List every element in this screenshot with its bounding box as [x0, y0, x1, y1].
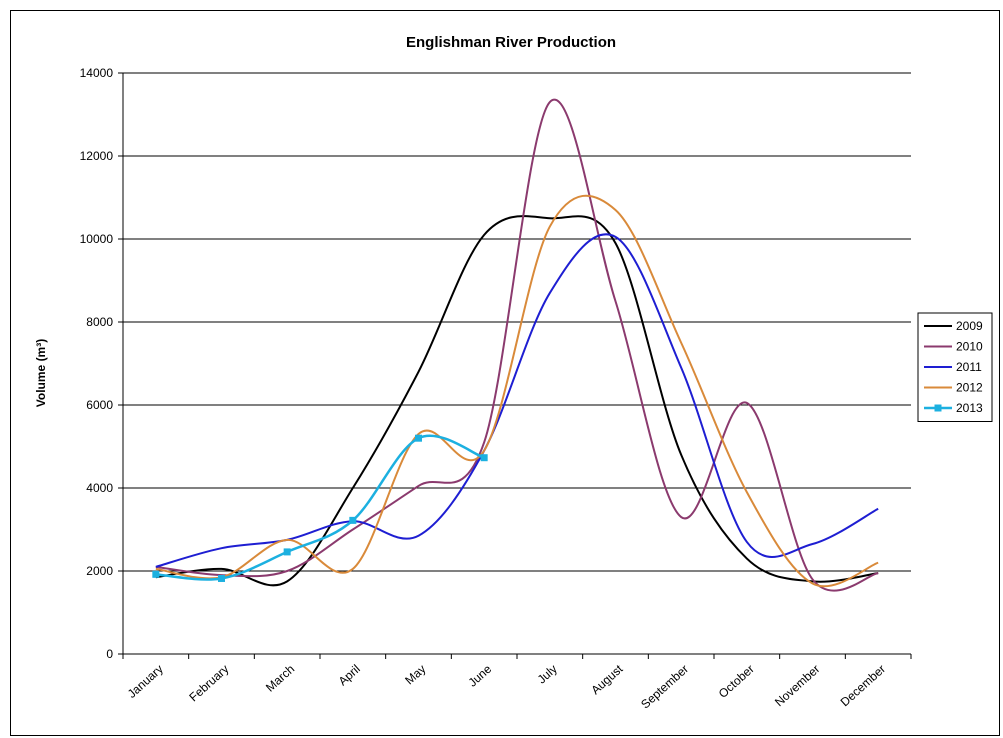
legend: 2009 2010 2011 2012 2013 [917, 312, 993, 422]
y-tick-label-10000: 10000 [80, 232, 114, 246]
series-marker-2013-4 [415, 434, 422, 442]
x-tick-label-march: March [263, 662, 297, 695]
x-axis: January February March April May June July Augu… [122, 653, 912, 712]
y-axis-label: Volume (m³) [34, 339, 48, 407]
x-tick-label-august: August [588, 661, 626, 697]
series-line-2011 [155, 233, 879, 568]
chart-frame: Englishman River Production 0 2000 4000 600… [10, 10, 1000, 736]
y-tick-label-4000: 4000 [86, 481, 113, 495]
x-tick-label-january: January [125, 662, 166, 701]
legend-label-2013: 2013 [956, 401, 983, 415]
x-tick-label-july: July [535, 662, 560, 687]
legend-label-2011: 2011 [956, 360, 982, 374]
x-tick-label-may: May [402, 662, 428, 688]
x-tick-label-february: February [186, 662, 231, 705]
y-tick-label-8000: 8000 [86, 315, 113, 329]
legend-label-2009: 2009 [956, 319, 983, 333]
y-tick-label-0: 0 [106, 647, 113, 661]
y-tick-label-2000: 2000 [86, 564, 113, 578]
series-marker-2013-5 [480, 454, 488, 462]
y-axis: 0 2000 4000 6000 8000 10000 12000 14000 [80, 66, 124, 661]
series-lines [152, 98, 879, 592]
x-tick-label-december: December [838, 662, 889, 709]
x-tick-label-april: April [336, 662, 363, 688]
series-marker-2013-3 [349, 516, 357, 524]
y-tick-label-14000: 14000 [80, 66, 114, 80]
series-line-2009 [155, 215, 879, 587]
x-tick-label-november: November [772, 662, 823, 709]
series-marker-2013-1 [218, 574, 225, 582]
series-marker-2013-0 [152, 570, 160, 578]
legend-label-2012: 2012 [956, 381, 983, 395]
chart-svg: Englishman River Production 0 2000 4000 600… [34, 34, 993, 712]
x-tick-label-june: June [465, 662, 494, 690]
chart-title: Englishman River Production [406, 34, 616, 51]
legend-marker-2013 [934, 404, 942, 412]
series-line-2010 [155, 98, 879, 592]
x-tick-label-september: September [638, 662, 691, 712]
series-line-2013 [155, 434, 485, 581]
y-tick-label-12000: 12000 [80, 149, 114, 163]
grid [123, 72, 911, 572]
x-tick-label-october: October [716, 662, 757, 701]
y-tick-label-6000: 6000 [86, 398, 113, 412]
series-marker-2013-2 [283, 548, 291, 556]
legend-label-2010: 2010 [956, 340, 983, 354]
series-line-2012 [155, 194, 879, 587]
